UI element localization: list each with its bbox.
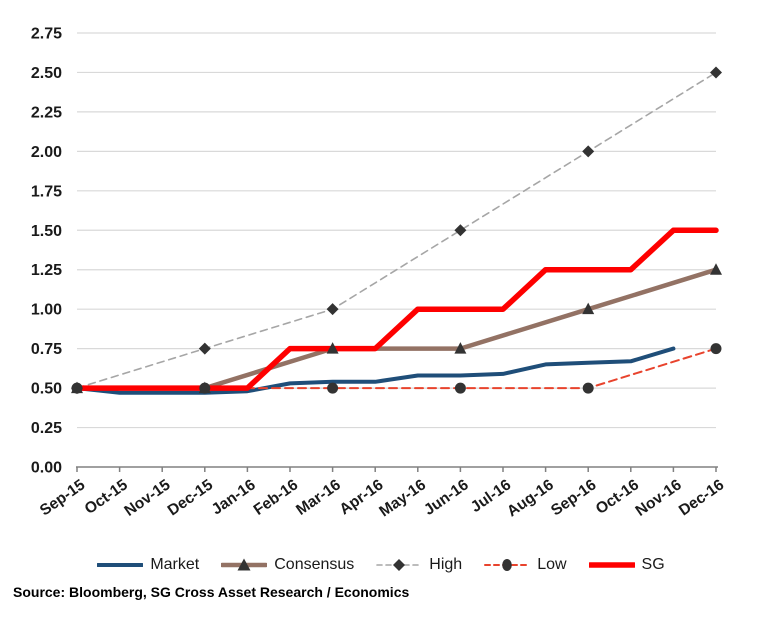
- low-circle-marker: [582, 382, 594, 394]
- y-tick-label: 0.25: [31, 420, 62, 437]
- legend-item-consensus: Consensus: [221, 556, 354, 574]
- x-tick-label: Jun-16: [421, 476, 472, 519]
- legend-item-low: Low: [484, 556, 567, 574]
- x-tick-label: Oct-16: [593, 476, 643, 518]
- y-tick-label: 2.25: [31, 104, 62, 121]
- triangle-icon: [237, 558, 251, 571]
- legend-item-high: High: [376, 556, 462, 574]
- legend-label-low: Low: [537, 556, 567, 573]
- legend-swatch-consensus: [221, 558, 268, 571]
- low-circle-marker: [71, 382, 83, 394]
- legend-label-market: Market: [150, 556, 200, 573]
- legend-label-high: High: [429, 556, 463, 573]
- y-tick-label: 0.50: [31, 381, 62, 398]
- low-circle-marker: [710, 343, 722, 355]
- source-note: Source: Bloomberg, SG Cross Asset Resear…: [13, 584, 410, 600]
- y-tick-label: 0.00: [31, 460, 62, 477]
- legend-swatch-low: [484, 559, 531, 571]
- x-axis-labels: Sep-15Oct-15Nov-15Dec-15Jan-16Feb-16Mar-…: [37, 476, 728, 520]
- diamond-icon: [393, 559, 406, 571]
- series-lines: [74, 71, 719, 395]
- low-circle-marker: [454, 382, 466, 394]
- x-tick-label: Sep-16: [548, 476, 600, 519]
- legend-item-sg: SG: [588, 556, 665, 574]
- y-tick-label: 2.75: [31, 26, 62, 43]
- x-tick-label: Aug-16: [504, 476, 557, 520]
- low-circle-marker: [199, 382, 211, 394]
- high-diamond-marker: [710, 66, 722, 79]
- series-line-low: [76, 347, 717, 390]
- y-tick-label: 2.00: [31, 144, 62, 161]
- x-tick-label: Sep-15: [37, 476, 89, 519]
- series-line-high: [76, 71, 717, 389]
- x-tick-label: Dec-15: [165, 476, 217, 519]
- consensus-triangle-marker: [326, 342, 339, 354]
- x-tick-label: Nov-15: [121, 476, 173, 520]
- x-tick-label: Oct-15: [82, 476, 132, 518]
- consensus-triangle-marker: [454, 342, 467, 354]
- high-diamond-marker: [454, 224, 467, 237]
- x-tick-label: Nov-16: [633, 476, 685, 520]
- y-tick-label: 1.00: [31, 302, 62, 319]
- legend-swatch-market: [97, 563, 144, 567]
- series-line-sg: [74, 227, 719, 391]
- series-markers: [71, 66, 722, 395]
- x-tick-label: Jan-16: [209, 476, 259, 518]
- y-tick-label: 0.75: [31, 341, 62, 358]
- series-line-market: [75, 346, 676, 395]
- x-axis: [76, 466, 718, 472]
- circle-icon: [502, 559, 512, 571]
- y-tick-label: 2.50: [31, 65, 62, 82]
- gridlines: [77, 32, 716, 429]
- y-tick-label: 1.25: [31, 262, 62, 279]
- legend-item-market: Market: [97, 556, 199, 574]
- consensus-triangle-marker: [582, 302, 595, 315]
- consensus-triangle-marker: [710, 263, 722, 275]
- legend-swatch-sg: [588, 562, 635, 568]
- y-tick-label: 1.50: [31, 223, 62, 240]
- x-tick-label: Dec-16: [676, 476, 728, 519]
- y-axis-labels: 0.00 0.25 0.50 0.75 1.00 1.25 1.50 1.75 2.00 2.25…: [31, 26, 62, 477]
- legend-swatch-high: [376, 559, 423, 571]
- y-tick-label: 1.75: [31, 183, 62, 200]
- legend-label-consensus: Consensus: [274, 556, 355, 573]
- low-circle-marker: [327, 382, 339, 394]
- high-diamond-marker: [326, 303, 339, 316]
- high-diamond-marker: [198, 342, 211, 355]
- x-tick-label: Mar-16: [293, 476, 344, 519]
- legend-label-sg: SG: [641, 556, 665, 573]
- x-tick-label: May-16: [376, 476, 429, 520]
- chart-legend: Market Consensus High Low SG: [0, 551, 762, 579]
- x-tick-label: Feb-16: [251, 476, 302, 519]
- high-diamond-marker: [582, 145, 595, 158]
